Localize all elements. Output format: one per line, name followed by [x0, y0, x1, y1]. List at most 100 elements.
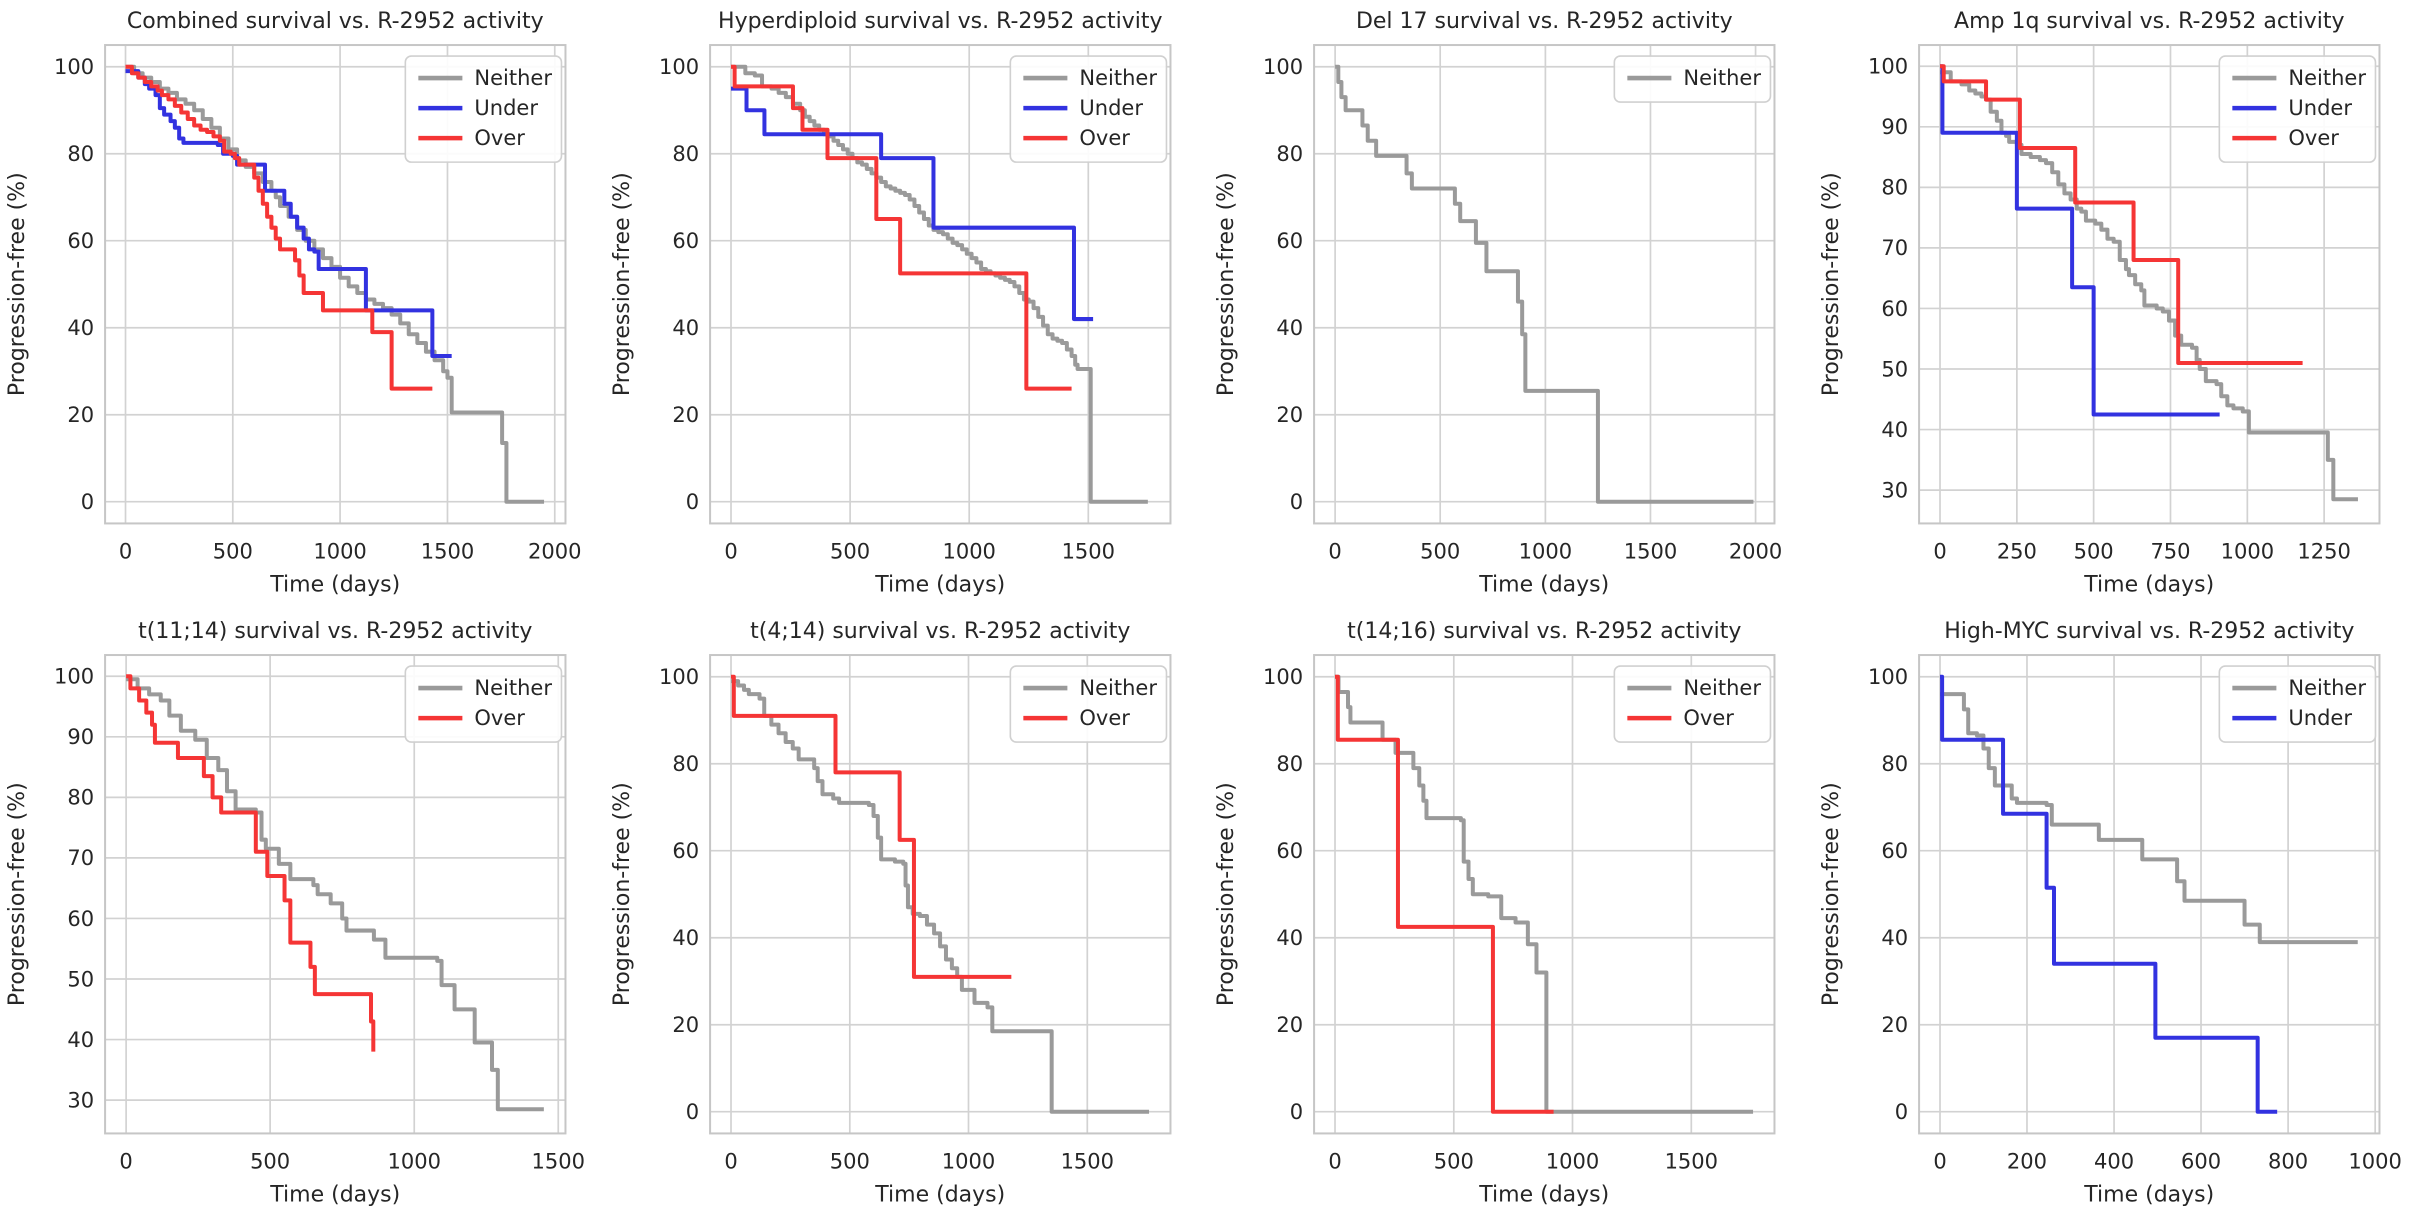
y-tick-label: 40	[1881, 417, 1908, 442]
y-tick-label: 20	[672, 402, 699, 427]
y-tick-label: 60	[67, 905, 94, 930]
x-tick-label: 500	[213, 538, 253, 563]
x-tick-label: 1000	[2220, 538, 2273, 563]
x-axis-label: Time (days)	[1478, 572, 1609, 597]
y-tick-label: 60	[1276, 838, 1303, 863]
legend-label-neither: Neither	[1683, 65, 1761, 90]
y-tick-label: 60	[672, 838, 699, 863]
x-axis-label: Time (days)	[2083, 1182, 2214, 1207]
legend: Neither	[1614, 56, 1770, 102]
series-line-neither	[1335, 67, 1753, 502]
legend-label-over: Over	[1079, 705, 1130, 730]
y-tick-label: 100	[1867, 664, 1907, 689]
series-line-over	[126, 676, 373, 1051]
x-tick-label: 500	[830, 538, 870, 563]
x-tick-label: 0	[119, 538, 132, 563]
gridlines	[1314, 45, 1774, 523]
legend-label-under: Under	[2288, 705, 2352, 730]
y-tick-label: 30	[67, 1087, 94, 1112]
legend-label-over: Over	[474, 125, 525, 150]
y-tick-label: 70	[1881, 235, 1908, 260]
y-tick-label: 0	[685, 1099, 698, 1124]
x-tick-label: 1000	[1546, 1148, 1599, 1173]
chart-title: Amp 1q survival vs. R-2952 activity	[1954, 9, 2344, 34]
x-tick-label: 1000	[388, 1148, 441, 1173]
y-tick-label: 80	[67, 784, 94, 809]
y-tick-label: 0	[1290, 1099, 1303, 1124]
x-tick-label: 2000	[1729, 538, 1782, 563]
chart-title: t(14;16) survival vs. R-2952 activity	[1347, 619, 1741, 644]
chart-title: Combined survival vs. R-2952 activity	[127, 9, 544, 34]
legend: Neither Over	[1010, 666, 1166, 742]
x-tick-label: 2000	[528, 538, 581, 563]
x-tick-label: 1500	[532, 1148, 585, 1173]
y-tick-label: 30	[1881, 477, 1908, 502]
legend-label-neither: Neither	[2288, 65, 2366, 90]
x-tick-label: 400	[2094, 1148, 2134, 1173]
x-tick-label: 0	[119, 1148, 132, 1173]
x-tick-label: 500	[1420, 538, 1460, 563]
y-tick-label: 50	[1881, 356, 1908, 381]
x-tick-label: 1500	[1061, 538, 1114, 563]
x-tick-label: 1000	[2348, 1148, 2401, 1173]
legend-label-under: Under	[1079, 95, 1143, 120]
x-tick-label: 500	[2073, 538, 2113, 563]
y-tick-label: 0	[685, 489, 698, 514]
x-axis-label: Time (days)	[874, 1182, 1005, 1207]
y-tick-label: 80	[67, 141, 94, 166]
y-tick-label: 60	[1881, 838, 1908, 863]
y-axis-label: Progression-free (%)	[1819, 172, 1844, 396]
x-tick-label: 0	[724, 538, 737, 563]
chart-title: t(4;14) survival vs. R-2952 activity	[750, 619, 1130, 644]
y-tick-label: 40	[672, 925, 699, 950]
x-tick-label: 500	[250, 1148, 290, 1173]
legend-label-over: Over	[1079, 125, 1130, 150]
legend-label-over: Over	[2288, 125, 2339, 150]
legend-label-neither: Neither	[1079, 675, 1157, 700]
series-line-over	[1335, 676, 1554, 1111]
y-tick-label: 80	[672, 751, 699, 776]
chart-title: Del 17 survival vs. R-2952 activity	[1356, 9, 1733, 34]
y-tick-label: 80	[1276, 751, 1303, 776]
x-tick-label: 0	[724, 1148, 737, 1173]
y-tick-label: 20	[1276, 1012, 1303, 1037]
y-tick-label: 100	[658, 54, 698, 79]
chart-title: Hyperdiploid survival vs. R-2952 activit…	[718, 9, 1162, 34]
y-tick-label: 60	[672, 228, 699, 253]
y-tick-label: 80	[1881, 751, 1908, 776]
y-tick-label: 60	[1881, 296, 1908, 321]
x-axis-label: Time (days)	[269, 572, 400, 597]
legend-label-neither: Neither	[2288, 675, 2366, 700]
legend-label-under: Under	[474, 95, 538, 120]
y-tick-label: 20	[672, 1012, 699, 1037]
y-tick-label: 40	[1276, 315, 1303, 340]
y-tick-label: 100	[1263, 54, 1303, 79]
y-tick-label: 90	[67, 724, 94, 749]
x-tick-label: 0	[1933, 1148, 1946, 1173]
legend: Neither Under	[2219, 666, 2375, 742]
y-tick-label: 80	[1881, 175, 1908, 200]
y-tick-label: 100	[1867, 54, 1907, 79]
x-tick-label: 750	[2150, 538, 2190, 563]
x-tick-label: 800	[2268, 1148, 2308, 1173]
series-line-neither	[126, 679, 544, 1109]
